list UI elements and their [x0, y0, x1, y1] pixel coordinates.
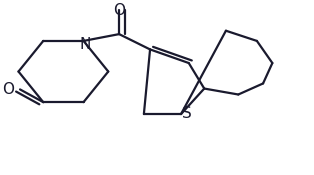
Text: O: O: [113, 3, 125, 18]
Text: S: S: [182, 106, 192, 121]
Text: O: O: [3, 82, 14, 97]
Text: N: N: [79, 37, 91, 52]
